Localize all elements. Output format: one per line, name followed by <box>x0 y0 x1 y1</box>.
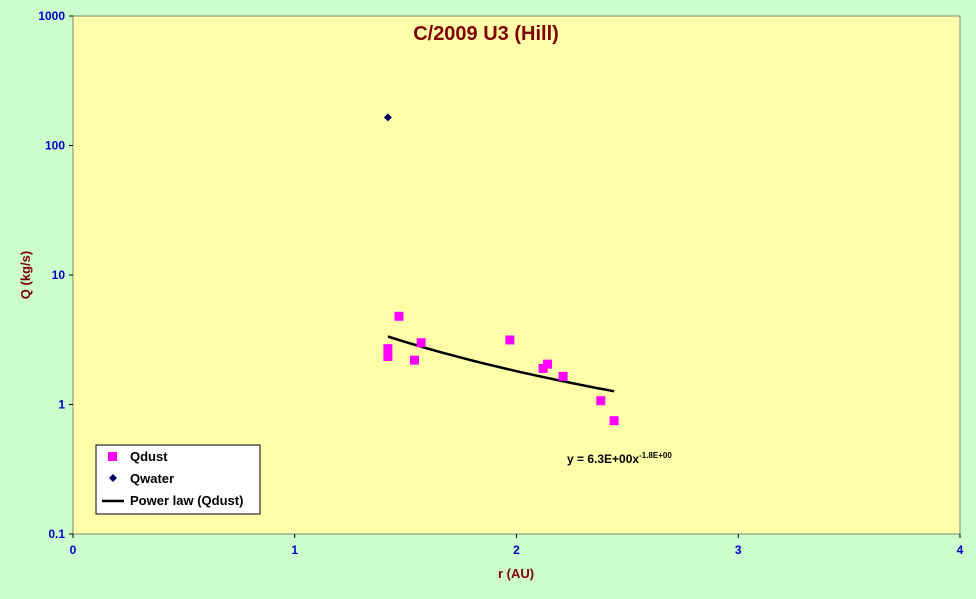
qdust-point <box>383 344 393 354</box>
qdust-point <box>543 359 553 369</box>
y-tick-label: 1 <box>58 398 65 412</box>
y-axis-label: Q (kg/s) <box>18 251 33 299</box>
legend-qwater-label: Qwater <box>130 471 174 486</box>
x-tick-label: 0 <box>70 543 77 557</box>
fit-equation-exponent: -1.8E+00 <box>639 451 672 460</box>
x-tick-label: 3 <box>735 543 742 557</box>
chart-title: C/2009 U3 (Hill) <box>413 23 559 45</box>
x-axis-ticks: 0 1 2 3 4 <box>70 534 964 557</box>
y-tick-label: 0.1 <box>48 527 65 541</box>
qdust-point <box>416 338 426 348</box>
x-axis-label: r (AU) <box>498 566 534 581</box>
legend-qdust-label: Qdust <box>130 449 168 464</box>
fit-equation-base: y = 6.3E+00x <box>567 452 639 466</box>
qwater-point <box>383 113 392 122</box>
data-points-layer <box>383 113 619 426</box>
qdust-point <box>505 335 515 345</box>
x-tick-label: 1 <box>291 543 298 557</box>
qdust-point <box>609 416 619 426</box>
power-law-line <box>387 335 615 393</box>
y-tick-label: 100 <box>45 139 65 153</box>
qdust-point <box>409 355 419 365</box>
qdust-point <box>394 311 404 321</box>
y-tick-label: 10 <box>52 268 66 282</box>
y-tick-label: 1000 <box>38 9 65 23</box>
legend-power-law-label: Power law (Qdust) <box>130 493 243 508</box>
fit-equation: y = 6.3E+00x-1.8E+00 <box>567 451 672 466</box>
qdust-point <box>383 351 393 361</box>
legend-box <box>95 444 261 515</box>
legend-qdust-marker <box>108 452 117 461</box>
qdust-point <box>558 371 568 381</box>
legend-qwater-marker <box>109 474 117 482</box>
power-law-layer <box>387 335 615 393</box>
x-tick-label: 2 <box>513 543 520 557</box>
x-tick-label: 4 <box>957 543 964 557</box>
qdust-point <box>596 396 606 406</box>
legend: Qdust Qwater Power law (Qdust) <box>95 444 261 515</box>
y-axis-ticks: 0.1 1 10 100 1000 <box>38 9 73 541</box>
